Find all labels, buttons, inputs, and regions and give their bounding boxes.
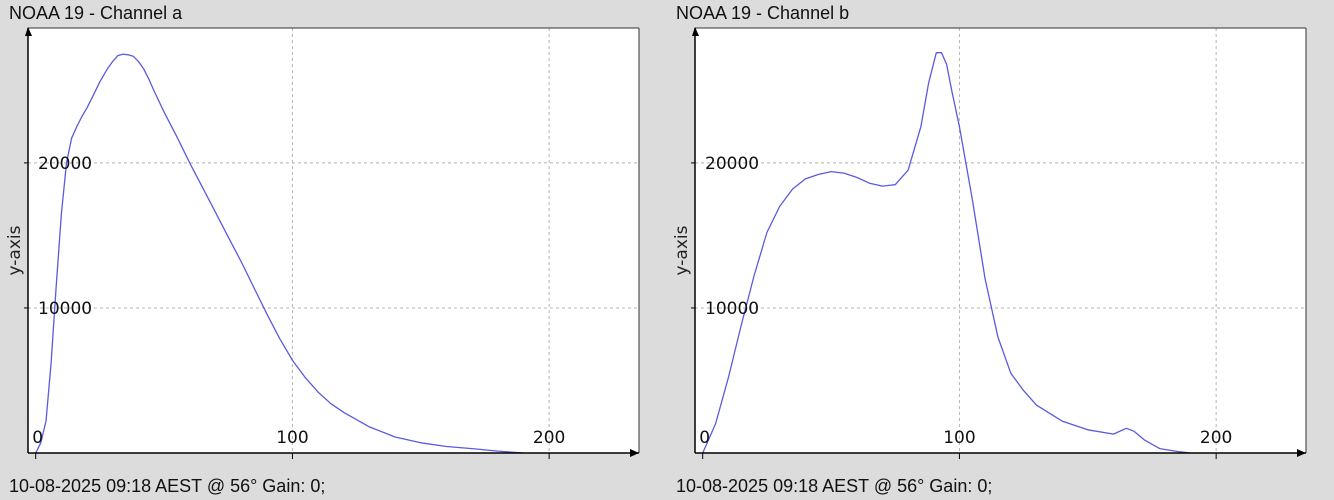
- plot-area: [695, 28, 1306, 453]
- chart-title: NOAA 19 - Channel b: [676, 3, 850, 23]
- y-axis-arrow: [692, 27, 699, 36]
- y-axis-arrow: [25, 27, 32, 36]
- y-tick-label: 20000: [705, 154, 759, 174]
- y-tick-label: 20000: [38, 154, 92, 174]
- chart-title: NOAA 19 - Channel a: [9, 3, 183, 23]
- x-tick-label: 200: [533, 428, 565, 448]
- y-tick-label: 10000: [705, 299, 759, 319]
- status-footer: 10-08-2025 09:18 AEST @ 56° Gain: 0;: [9, 476, 326, 496]
- chart-panel-channel-b: NOAA 19 - Channel b 0 100 200 10000 20000 y-a…: [667, 0, 1334, 500]
- x-axis-arrow: [1297, 449, 1306, 457]
- plot-area: [28, 28, 639, 453]
- series-line: [35, 53, 524, 454]
- x-tick-label: 0: [32, 428, 43, 448]
- x-tick-label: 100: [943, 428, 975, 448]
- x-axis-arrow: [630, 449, 639, 457]
- x-tick-label: 200: [1200, 428, 1232, 448]
- status-footer: 10-08-2025 09:18 AEST @ 56° Gain: 0;: [676, 476, 993, 496]
- x-tick-label: 0: [699, 428, 710, 448]
- y-axis-label: y-axis: [5, 225, 25, 275]
- y-axis-label: y-axis: [672, 225, 692, 275]
- chart-plot-channel-a: 0 100 200 10000 20000 y-axis: [5, 27, 640, 459]
- chart-plot-channel-b: 0 100 200 10000 20000 y-axis: [672, 27, 1307, 459]
- x-tick-label: 100: [276, 428, 308, 448]
- y-tick-label: 10000: [38, 299, 92, 319]
- chart-panel-channel-a: NOAA 19 - Channel a 0 100 200 10000 20000 y-a…: [5, 3, 640, 496]
- series-line: [702, 52, 1191, 454]
